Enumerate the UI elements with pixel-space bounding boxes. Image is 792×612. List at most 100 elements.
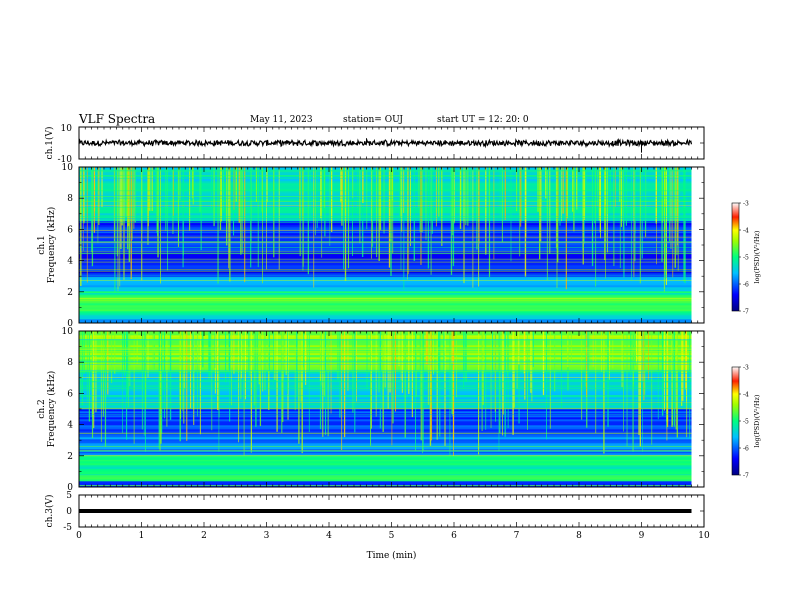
spectrogram-band — [79, 245, 692, 248]
spectrogram-band — [79, 431, 692, 434]
spectrogram-band — [79, 389, 692, 392]
ylabel-line: ch.1 — [37, 235, 47, 254]
y-tick-label: 0 — [67, 483, 73, 493]
spectrogram-band — [79, 483, 692, 486]
spectrogram-band — [79, 265, 692, 268]
spectrogram-band — [79, 289, 692, 292]
spectrogram-band — [79, 435, 692, 438]
spectrogram-band — [79, 189, 692, 192]
x-tick-label: 4 — [326, 531, 332, 541]
spectrogram-band — [79, 421, 692, 424]
spectrogram-band — [79, 255, 692, 258]
spectrogram-band — [79, 303, 692, 306]
spectrogram-band — [79, 253, 692, 256]
spectrogram-band — [79, 209, 692, 212]
spectrogram-band — [79, 455, 692, 458]
spectrogram-band — [79, 219, 692, 222]
colorbar-tick-label: -4 — [743, 392, 749, 399]
spectrogram-band — [79, 451, 692, 454]
spectrogram-band — [79, 281, 692, 284]
spectrogram-band — [79, 247, 692, 250]
colorbar-tick-label: -6 — [743, 446, 749, 453]
spectrogram-band — [79, 235, 692, 238]
spectrogram-band — [79, 285, 692, 288]
date-label: May 11, 2023 — [250, 115, 313, 125]
spectrogram-band — [79, 181, 692, 184]
ch2-ylabel: ch.2Frequency (kHz) — [37, 371, 57, 448]
colorbar-tick-label: -3 — [743, 201, 749, 208]
x-tick-label: 1 — [139, 531, 145, 541]
ch1-ylabel: ch.1(V) — [44, 127, 55, 160]
spectrogram-band — [79, 183, 692, 186]
spectrogram-band — [79, 201, 692, 204]
colorbar-label: log(PSD)(V²/Hz) — [753, 394, 761, 447]
spectrogram-band — [79, 301, 692, 304]
spectrogram-band — [79, 307, 692, 310]
spectrogram-band — [79, 441, 692, 444]
spectrogram-band — [79, 227, 692, 230]
spectrogram-band — [79, 203, 692, 206]
spectrogram-band — [79, 317, 692, 320]
colorbar-tick-label: -7 — [743, 473, 749, 480]
spectrogram-band — [79, 259, 692, 262]
spectrogram-band — [79, 243, 692, 246]
y-tick-label: 5 — [66, 491, 72, 501]
spectrogram-band — [79, 423, 692, 426]
x-tick-label: 2 — [201, 531, 207, 541]
y-tick-label: -5 — [63, 523, 72, 533]
spectrogram-band — [79, 295, 692, 298]
x-tick-label: 10 — [698, 531, 710, 541]
colorbar-tick-label: -4 — [743, 228, 749, 235]
colorbar-tick-label: -5 — [743, 419, 749, 426]
spectrogram-band — [79, 311, 692, 314]
spectrogram-band — [79, 271, 692, 274]
spectrogram-band — [79, 315, 692, 318]
y-tick-label: 6 — [67, 389, 73, 399]
x-tick-label: 0 — [76, 531, 82, 541]
spectrogram-band — [79, 225, 692, 228]
x-tick-label: 3 — [264, 531, 270, 541]
y-tick-label: 2 — [67, 288, 73, 298]
spectrogram-band — [79, 453, 692, 456]
spectrogram-band — [79, 223, 692, 226]
spectrogram-band — [79, 185, 692, 188]
y-tick-label: 0 — [66, 507, 72, 517]
spectrogram-band — [79, 233, 692, 236]
colorbar-tick-label: -3 — [743, 365, 749, 372]
spectrogram-band — [79, 251, 692, 254]
x-tick-label: 9 — [639, 531, 645, 541]
spectrogram-band — [79, 195, 692, 198]
spectrogram-band — [79, 401, 692, 404]
spectrogram-band — [79, 465, 692, 468]
ch3-waveform-line — [79, 509, 692, 513]
x-tick-label: 6 — [451, 531, 457, 541]
spectrogram-band — [79, 461, 692, 464]
spectrogram-band — [79, 457, 692, 460]
x-tick-label: 7 — [514, 531, 520, 541]
spectrogram-band — [79, 211, 692, 214]
spectrogram-band — [79, 473, 692, 476]
spectrogram-band — [79, 409, 692, 412]
spectrogram-band — [79, 205, 692, 208]
spectrogram-band — [79, 411, 692, 414]
spectrogram-band — [79, 309, 692, 312]
spectrogram-band — [79, 171, 692, 174]
spectrogram-band — [79, 413, 692, 416]
spectrogram-band — [79, 427, 692, 430]
spectrogram-band — [79, 179, 692, 182]
colorbar-tick-label: -6 — [743, 282, 749, 289]
ch1-ylabel: ch.1Frequency (kHz) — [37, 207, 57, 284]
spectrogram-band — [79, 299, 692, 302]
x-tick-label: 5 — [389, 531, 395, 541]
spectrogram-band — [79, 175, 692, 178]
y-tick-label: 8 — [67, 194, 73, 204]
spectrogram-band — [79, 193, 692, 196]
spectrogram-band — [79, 479, 692, 482]
spectrogram-band — [79, 291, 692, 294]
spectrogram-band — [79, 429, 692, 432]
y-tick-label: 10 — [61, 124, 73, 134]
spectrogram-band — [79, 387, 692, 390]
spectrogram-band — [79, 437, 692, 440]
spectrogram-band — [79, 439, 692, 442]
ylabel-line: Frequency (kHz) — [46, 371, 57, 448]
